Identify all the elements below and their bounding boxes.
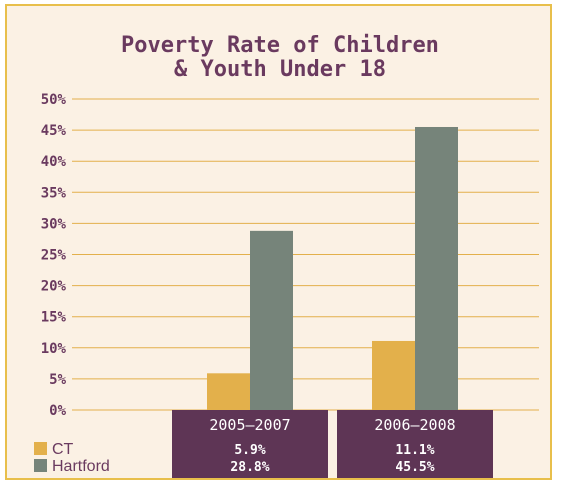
legend-swatch-hartford bbox=[34, 459, 47, 472]
bar-hartford-1 bbox=[415, 126, 458, 411]
bar-chart: Poverty Rate of Children & Youth Under 1… bbox=[34, 33, 539, 478]
table-column bbox=[172, 410, 328, 478]
y-tick-label: 50% bbox=[41, 92, 67, 108]
y-tick-label: 10% bbox=[41, 341, 67, 357]
bar-ct-1 bbox=[372, 340, 415, 410]
y-tick-label: 20% bbox=[41, 279, 67, 295]
category-label: 2006–2008 bbox=[374, 416, 455, 434]
legend-swatch-ct bbox=[34, 442, 47, 455]
legend-label-ct: CT bbox=[52, 441, 74, 458]
data-label-hartford: 45.5% bbox=[395, 460, 434, 475]
data-label-ct: 5.9% bbox=[234, 443, 265, 458]
bar-hartford-0 bbox=[250, 230, 293, 410]
table-column bbox=[337, 410, 493, 478]
y-tick-label: 0% bbox=[49, 403, 66, 419]
gridlines bbox=[72, 98, 539, 411]
y-axis-ticks: 0% 5% 10% 15% 20% 25% 30% 35% 40% 45% 50% bbox=[41, 92, 67, 419]
chart-title-line-1: Poverty Rate of Children bbox=[121, 33, 439, 58]
chart-title-line-2: & Youth Under 18 bbox=[174, 57, 386, 82]
category-label: 2005–2007 bbox=[209, 416, 290, 434]
chart-frame: Poverty Rate of Children & Youth Under 1… bbox=[5, 4, 552, 480]
y-tick-label: 45% bbox=[41, 123, 67, 139]
data-table: 2005–2007 5.9% 28.8% 2006–2008 11.1% 45.5% bbox=[172, 410, 493, 478]
y-tick-label: 25% bbox=[41, 248, 67, 264]
data-label-ct: 11.1% bbox=[395, 443, 434, 458]
bar-ct-0 bbox=[207, 373, 250, 410]
data-label-hartford: 28.8% bbox=[230, 460, 269, 475]
y-tick-label: 30% bbox=[41, 216, 67, 232]
y-tick-label: 15% bbox=[41, 310, 67, 326]
y-tick-label: 5% bbox=[49, 372, 66, 388]
legend-label-hartford: Hartford bbox=[52, 458, 110, 475]
y-tick-label: 40% bbox=[41, 154, 67, 170]
y-tick-label: 35% bbox=[41, 185, 67, 201]
bars bbox=[207, 126, 458, 411]
